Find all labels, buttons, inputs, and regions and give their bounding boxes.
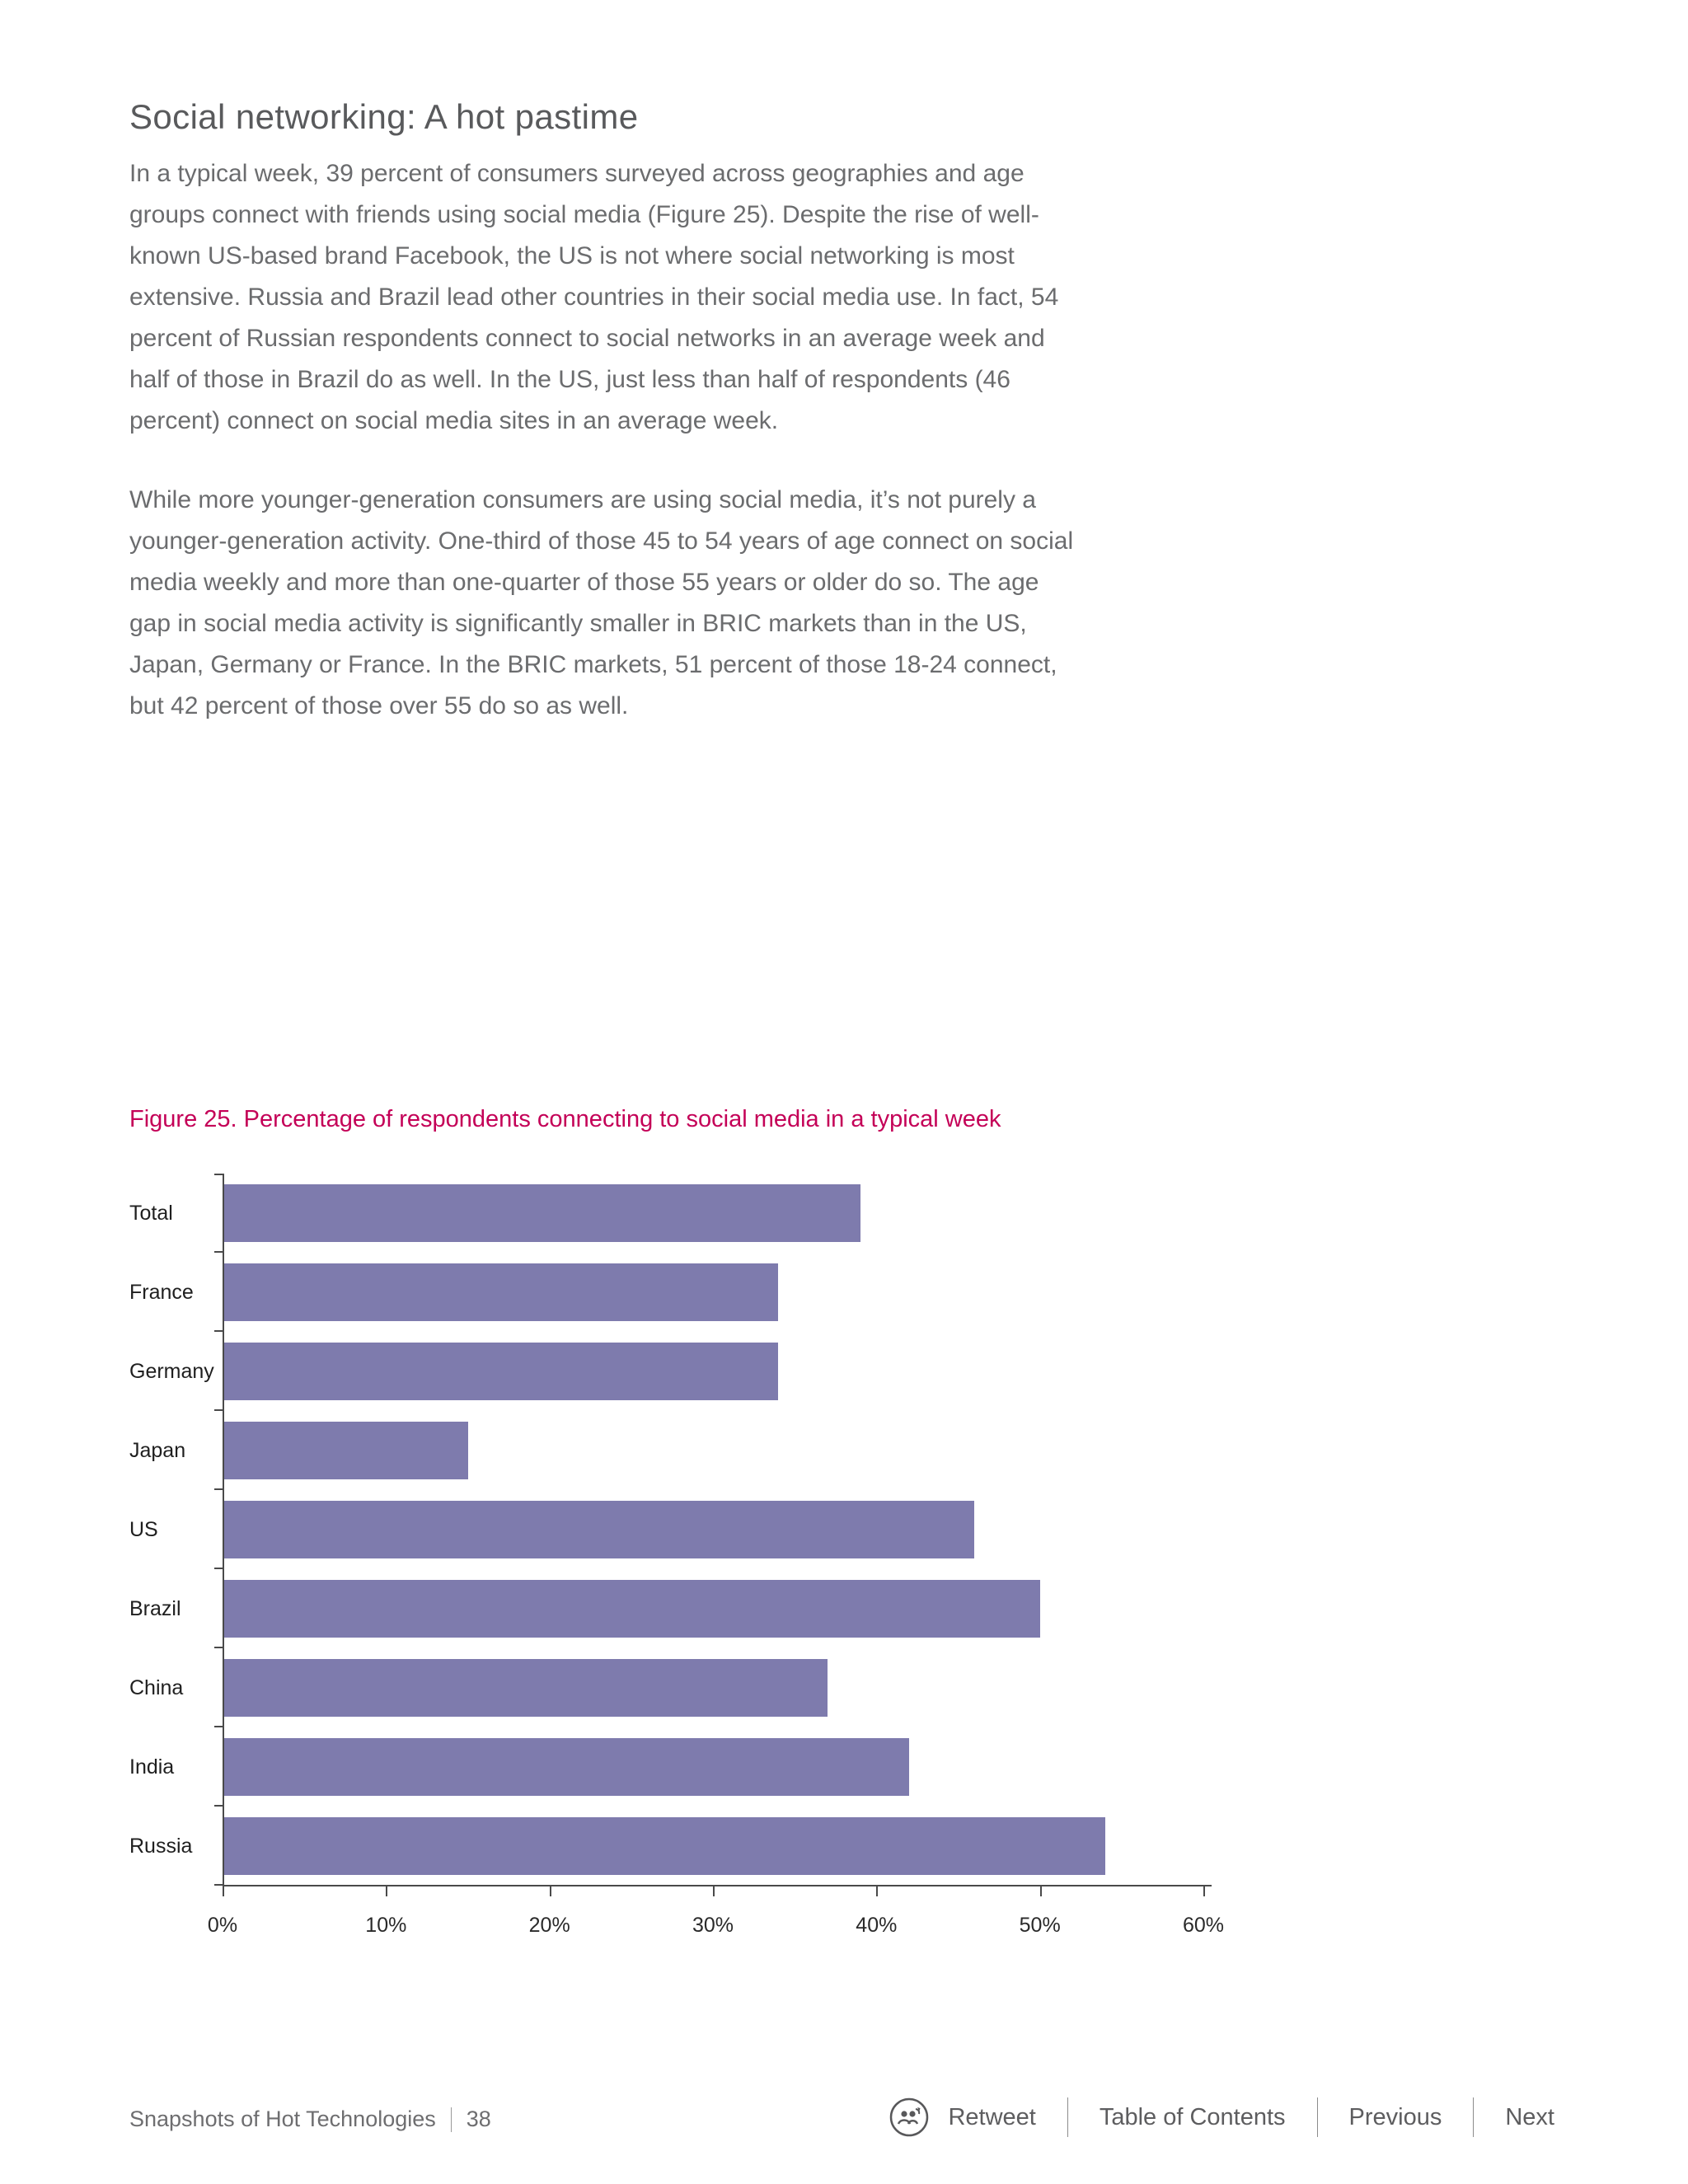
chart-row: US: [129, 1490, 1366, 1569]
x-tick-label: 10%: [365, 1914, 407, 1937]
footer-report-title: Snapshots of Hot Technologies: [129, 2107, 436, 2131]
y-axis-tick: [214, 1647, 223, 1648]
x-axis-tick: [1039, 1886, 1042, 1896]
x-axis-tick: [549, 1886, 551, 1896]
x-axis-tick: [223, 1886, 224, 1896]
divider: [1473, 2097, 1475, 2137]
next-link[interactable]: Next: [1505, 2103, 1554, 2130]
x-tick-label: 40%: [856, 1914, 898, 1937]
chart-row: Brazil: [129, 1569, 1366, 1648]
chart-row: Germany: [129, 1332, 1366, 1411]
x-tick-label: 20%: [528, 1914, 570, 1937]
divider: [1067, 2097, 1068, 2137]
bar-area: [223, 1411, 1203, 1490]
category-label-germany: Germany: [129, 1359, 214, 1383]
x-tick-label: 50%: [1019, 1914, 1061, 1937]
previous-link[interactable]: Previous: [1348, 2103, 1442, 2130]
retweet-button[interactable]: Retweet: [889, 2097, 1036, 2138]
chart-row: China: [129, 1648, 1366, 1727]
chart-rows: Total France Germany Japan US Brazil China Indi…: [129, 1174, 1366, 1886]
x-tick-label: 30%: [692, 1914, 734, 1937]
x-axis-tick: [1203, 1886, 1205, 1896]
category-label-total: Total: [129, 1201, 173, 1225]
chart-row: India: [129, 1727, 1366, 1807]
bar-area: [223, 1490, 1203, 1569]
y-axis-tick: [214, 1884, 223, 1886]
x-axis-line: [223, 1885, 1212, 1886]
chart-row: Japan: [129, 1411, 1366, 1490]
y-axis-tick: [214, 1251, 223, 1253]
x-axis-tick: [876, 1886, 879, 1896]
category-label-us: US: [129, 1517, 158, 1541]
y-axis-tick: [214, 1568, 223, 1569]
paragraph: While more younger-generation consumers …: [129, 486, 1074, 719]
figure-caption: Figure 25. Percentage of respondents con…: [129, 1106, 1001, 1132]
category-label-brazil: Brazil: [129, 1596, 181, 1620]
page-title: Social networking: A hot pastime: [129, 97, 639, 136]
y-axis-tick: [214, 1409, 223, 1411]
x-axis-tick: [386, 1886, 388, 1896]
bar-germany: [223, 1343, 779, 1400]
bar-china: [223, 1659, 828, 1717]
bar-us: [223, 1501, 975, 1558]
bar-area: [223, 1253, 1203, 1332]
category-label-france: France: [129, 1280, 194, 1304]
divider: [450, 2107, 452, 2132]
y-axis-tick: [214, 1174, 223, 1175]
y-axis-tick: [214, 1726, 223, 1727]
paragraph: In a typical week, 39 percent of consume…: [129, 160, 1059, 434]
bar-japan: [223, 1422, 468, 1479]
page-number: 38: [466, 2107, 491, 2131]
chart-row: France: [129, 1253, 1366, 1332]
x-tick-label: 0%: [207, 1914, 238, 1937]
body-paragraphs: In a typical week, 39 percent of consume…: [129, 153, 1077, 765]
table-of-contents-link[interactable]: Table of Contents: [1099, 2103, 1286, 2130]
bar-area: [223, 1569, 1203, 1648]
footer-left: Snapshots of Hot Technologies 38: [129, 2107, 491, 2132]
y-axis-line: [223, 1174, 224, 1886]
bar-area: [223, 1727, 1203, 1807]
category-label-japan: Japan: [129, 1438, 186, 1462]
footer-nav: Retweet Table of Contents Previous Next: [889, 2097, 1554, 2138]
bar-brazil: [223, 1580, 1040, 1638]
chart-row: Total: [129, 1174, 1366, 1253]
bar-area: [223, 1648, 1203, 1727]
x-axis-tick: [713, 1886, 715, 1896]
x-tick-label: 60%: [1182, 1914, 1225, 1937]
retweet-label: Retweet: [948, 2103, 1036, 2130]
y-axis-tick: [214, 1805, 223, 1807]
bar-area: [223, 1332, 1203, 1411]
category-label-china: China: [129, 1675, 184, 1699]
chart-row: Russia: [129, 1807, 1366, 1886]
y-axis-tick: [214, 1488, 223, 1490]
bar-chart: Total France Germany Japan US Brazil China Indi…: [129, 1174, 1366, 1965]
bar-area: [223, 1807, 1203, 1886]
bar-france: [223, 1263, 779, 1321]
divider: [1316, 2097, 1318, 2137]
bar-russia: [223, 1817, 1105, 1875]
y-axis-tick: [214, 1330, 223, 1332]
category-label-india: India: [129, 1755, 175, 1779]
bar-area: [223, 1174, 1203, 1253]
category-label-russia: Russia: [129, 1834, 193, 1858]
retweet-icon: [889, 2097, 930, 2138]
bar-india: [223, 1738, 909, 1796]
bar-total: [223, 1184, 860, 1242]
